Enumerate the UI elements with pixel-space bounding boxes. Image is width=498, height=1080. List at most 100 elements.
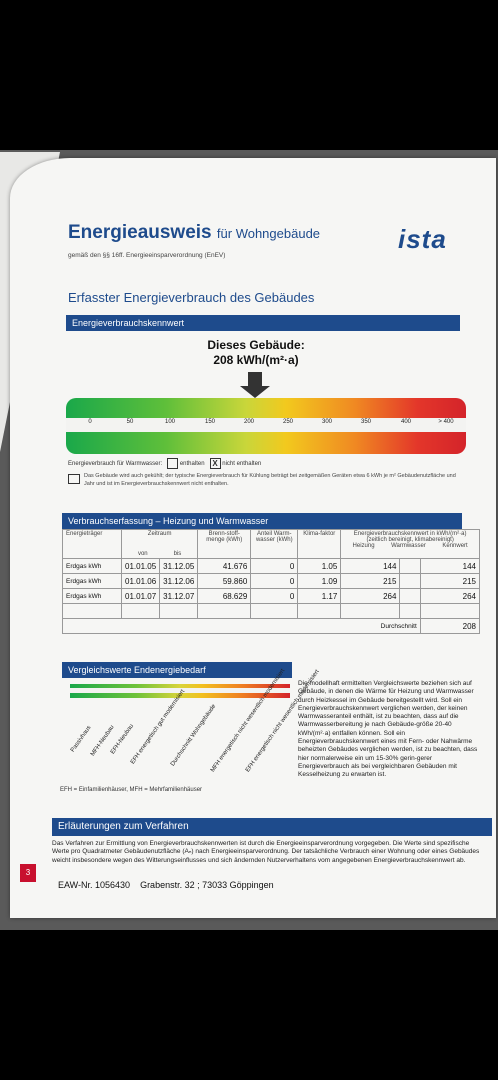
cell-kennwert: 264 xyxy=(419,588,481,604)
vergleich-label: Durchschnitt Wohngebäude xyxy=(170,703,218,768)
scale-tick: 400 xyxy=(400,419,412,425)
col-warmwasser: Warmwasser xyxy=(391,543,426,549)
cell-bis: 31.12.07 xyxy=(159,588,199,604)
cell-von: 01.01.07 xyxy=(120,588,161,604)
scale-tick: 50 xyxy=(126,419,134,425)
vergleich-tick-band xyxy=(70,688,290,693)
scale-tick: 350 xyxy=(360,419,372,425)
col-kennwert: Kennwert xyxy=(442,543,468,549)
scale-tick: 200 xyxy=(243,419,255,425)
cell-kennwert: 215 xyxy=(419,573,481,589)
scale-tick: 250 xyxy=(282,419,294,425)
warmwasser-row: Energieverbrauch für Warmwasser: enthalt… xyxy=(68,458,261,469)
enthalten-checkbox[interactable] xyxy=(167,458,179,469)
vergleich-note: Die modellhaft ermittelten Vergleichswer… xyxy=(298,680,478,779)
vergleich-labels: Passivhaus MFH-Neubau EFH-Neubau EFH ene… xyxy=(70,668,321,773)
verbrauch-bar-label: Verbrauchserfassung – Heizung und Warmwa… xyxy=(68,516,269,526)
cell-warmwasser xyxy=(399,558,421,574)
scale-tick: 300 xyxy=(321,419,333,425)
vergleich-bar-label: Vergleichswerte Endenergiebedarf xyxy=(68,665,206,675)
col-zeitraum: Zeitraum von bis xyxy=(120,529,199,559)
cell-von: 01.01.05 xyxy=(120,558,161,574)
scale-tick: 150 xyxy=(204,419,216,425)
value-arrow-head-icon xyxy=(240,386,270,398)
table-row: Erdgas kWh 01.01.05 31.12.05 41.676 0 1.… xyxy=(62,558,481,574)
cell-bis: 31.12.06 xyxy=(159,573,199,589)
vergleich-label: Passivhaus xyxy=(70,724,93,754)
cell-kennwert: 144 xyxy=(419,558,481,574)
vergleich-scale xyxy=(70,684,290,698)
ekw-sub: Heizung Warmwasser Kennwert xyxy=(344,543,476,549)
cell-menge: 59.860 xyxy=(197,573,252,589)
cell-warmwasser xyxy=(399,573,421,589)
nicht-enthalten-checkbox[interactable]: X xyxy=(209,458,221,469)
cell-traeger: Erdgas kWh xyxy=(62,573,122,589)
eaw-number-line: EAW-Nr. 1056430 Grabenstr. 32 ; 73033 Gö… xyxy=(58,880,274,890)
cell-traeger: Erdgas kWh xyxy=(62,588,122,604)
energy-scale: 0 50 100 150 200 250 300 350 400 > 400 xyxy=(66,398,466,454)
vergleich-bar: Vergleichswerte Endenergiebedarf xyxy=(62,662,292,678)
cell-anteil: 0 xyxy=(250,573,299,589)
col-von: von xyxy=(137,551,148,557)
scale-tick: 100 xyxy=(164,419,176,425)
table-row: Erdgas kWh 01.01.07 31.12.07 68.629 0 1.… xyxy=(62,588,481,604)
cell-anteil: 0 xyxy=(250,558,299,574)
building-kennwert-value: 208 kWh/(m²·a) xyxy=(213,353,299,367)
address: Grabenstr. 32 ; 73033 Göppingen xyxy=(140,880,274,890)
col-ekw-label: Energieverbrauchskennwert in kWh/(m²·a) … xyxy=(353,531,467,543)
title-suffix: für Wohngebäude xyxy=(216,226,321,241)
cell-bis: 31.12.05 xyxy=(159,558,199,574)
cell-menge: 68.629 xyxy=(197,588,252,604)
col-brennstoff: Brenn-stoff-menge (kWh) xyxy=(197,529,252,559)
table-row: Erdgas kWh 01.01.06 31.12.06 59.860 0 1.… xyxy=(62,573,481,589)
dieses-gebaeude-label: Dieses Gebäude: xyxy=(207,338,305,352)
background-top xyxy=(0,0,498,160)
title-main: Energieausweis xyxy=(68,222,212,243)
scale-tick: > 400 xyxy=(438,419,454,425)
warmwasser-label: Energieverbrauch für Warmwasser: xyxy=(68,461,163,468)
col-ekw: Energieverbrauchskennwert in kWh/(m²·a) … xyxy=(340,529,480,559)
section-title: Erfasster Energieverbrauch des Gebäudes xyxy=(68,290,315,305)
kennwert-bar-label: Energieverbrauchskennwert xyxy=(72,318,185,328)
table-row-durchschnitt: Durchschnitt 208 xyxy=(62,618,481,634)
durchschnitt-label: Durchschnitt xyxy=(62,618,421,634)
col-heizung: Heizung xyxy=(352,543,375,549)
verfahren-bar-label: Erläuterungen zum Verfahren xyxy=(58,821,189,832)
durchschnitt-value: 208 xyxy=(419,618,481,634)
verbrauch-table: Energieträger Zeitraum von bis Brenn-sto… xyxy=(62,529,481,634)
cell-heizung: 264 xyxy=(340,588,401,604)
cell-klima: 1.09 xyxy=(297,573,342,589)
cell-anteil: 0 xyxy=(250,588,299,604)
nicht-enthalten-label: nicht enthalten xyxy=(222,461,262,468)
col-klima: Klima-faktor xyxy=(297,529,342,559)
eaw-number: EAW-Nr. 1056430 xyxy=(58,880,131,890)
col-bis: bis xyxy=(173,551,182,557)
col-zeitraum-label: Zeitraum xyxy=(147,531,172,537)
zeitraum-sub: von bis xyxy=(125,551,194,557)
cell-heizung: 144 xyxy=(340,558,401,574)
scale-tick-band xyxy=(66,418,466,432)
col-traeger: Energieträger xyxy=(62,529,122,559)
cell-heizung: 215 xyxy=(340,573,401,589)
cell-menge: 41.676 xyxy=(197,558,252,574)
building-value: Dieses Gebäude: 208 kWh/(m²·a) xyxy=(196,338,316,368)
efh-legend: EFH = Einfamilienhäuser, MFH = Mehrfamil… xyxy=(60,787,203,793)
scale-tick: 0 xyxy=(88,419,92,425)
kennwert-bar: Energieverbrauchskennwert xyxy=(66,315,460,331)
enthalten-label: enthalten xyxy=(179,461,205,468)
table-row-empty xyxy=(62,603,481,619)
value-arrow-icon xyxy=(248,372,262,388)
cell-traeger: Erdgas kWh xyxy=(62,558,122,574)
cell-klima: 1.17 xyxy=(297,588,342,604)
page-number: 3 xyxy=(20,864,36,882)
cell-von: 01.01.06 xyxy=(120,573,161,589)
ista-logo: ista xyxy=(398,224,447,254)
verfahren-bar: Erläuterungen zum Verfahren xyxy=(52,818,492,836)
kuehlung-checkbox[interactable] xyxy=(68,474,80,484)
cell-warmwasser xyxy=(399,588,421,604)
col-anteil: Anteil Warm-wasser (kWh) xyxy=(250,529,299,559)
cell-klima: 1.05 xyxy=(297,558,342,574)
table-header-row: Energieträger Zeitraum von bis Brenn-sto… xyxy=(62,529,480,559)
document-subtitle: gemäß den §§ 16ff. Energieeinsparverordn… xyxy=(68,252,226,259)
verfahren-text: Das Verfahren zur Ermittlung von Energie… xyxy=(52,840,480,864)
